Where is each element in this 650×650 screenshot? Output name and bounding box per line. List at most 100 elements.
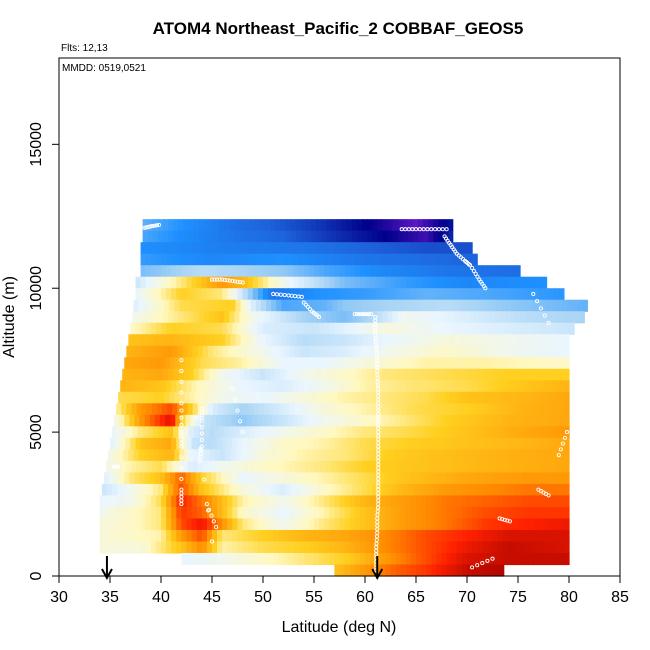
track-point: [271, 291, 276, 297]
heatmap-cell: [522, 414, 528, 427]
heatmap-cell: [347, 391, 354, 404]
heatmap-cell: [345, 460, 352, 473]
heatmap-cell: [366, 345, 372, 358]
heatmap-cell: [373, 299, 379, 312]
heatmap-cell: [393, 299, 400, 312]
heatmap-cells: [99, 219, 588, 577]
heatmap-cell: [378, 299, 384, 312]
heatmap-cell: [435, 414, 442, 427]
heatmap-cell: [347, 299, 354, 312]
heatmap-cell: [563, 552, 570, 566]
heatmap-cell: [344, 380, 351, 393]
heatmap-cell: [482, 506, 488, 520]
heatmap-cell: [166, 529, 172, 543]
heatmap-cell: [436, 253, 443, 266]
heatmap-cell: [527, 414, 533, 427]
heatmap-cell: [308, 529, 315, 543]
heatmap-cell: [242, 380, 249, 393]
heatmap-cell: [426, 529, 432, 543]
heatmap-cell: [325, 403, 331, 416]
heatmap-cell: [406, 403, 413, 416]
heatmap-cell: [421, 529, 427, 543]
heatmap-cell: [487, 288, 494, 301]
heatmap-cell: [329, 242, 335, 255]
heatmap-cell: [450, 357, 457, 370]
heatmap-cell: [501, 357, 508, 370]
heatmap-cell: [561, 334, 568, 347]
heatmap-cell: [538, 495, 545, 508]
heatmap-cell: [174, 391, 180, 404]
heatmap-cell: [158, 449, 165, 462]
heatmap-cell: [301, 391, 308, 404]
heatmap-cell: [542, 414, 549, 427]
heatmap-cell: [152, 483, 159, 497]
heatmap-cell: [273, 437, 279, 450]
heatmap-cell: [471, 357, 477, 370]
heatmap-cell: [181, 288, 188, 301]
heatmap-cell: [469, 483, 475, 497]
heatmap-cell: [564, 403, 570, 416]
heatmap-cell: [326, 368, 332, 381]
heatmap-cell: [475, 334, 481, 347]
heatmap-cell: [416, 437, 422, 450]
heatmap-cell: [307, 414, 314, 427]
heatmap-cell: [543, 518, 550, 531]
heatmap-cell: [319, 380, 325, 393]
heatmap-cell: [439, 299, 446, 312]
heatmap-cell: [272, 357, 278, 370]
heatmap-cell: [183, 311, 190, 324]
heatmap-cell: [398, 449, 405, 462]
heatmap-cell: [324, 518, 330, 531]
heatmap-cell: [257, 253, 264, 266]
heatmap-cell: [385, 288, 392, 301]
heatmap-cell: [332, 449, 339, 462]
heatmap-cell: [370, 495, 376, 508]
heatmap-cell: [474, 483, 480, 497]
heatmap-cell: [114, 414, 120, 427]
heatmap-cell: [485, 334, 492, 347]
heatmap-cell: [467, 288, 473, 301]
heatmap-cell: [380, 276, 386, 289]
heatmap-cell: [431, 506, 437, 520]
heatmap-cell: [206, 380, 213, 393]
heatmap-cell: [482, 564, 488, 577]
heatmap-cell: [482, 276, 488, 289]
heatmap-cell: [454, 391, 461, 404]
heatmap-cell: [487, 529, 494, 543]
heatmap-cell: [426, 552, 432, 566]
heatmap-cell: [542, 357, 549, 370]
latitude-arrow-head: [371, 568, 384, 581]
heatmap-cell: [397, 483, 404, 497]
heatmap-cell: [456, 495, 463, 508]
heatmap-cell: [380, 288, 386, 301]
heatmap-cell: [441, 495, 448, 508]
heatmap-cell: [132, 483, 139, 497]
heatmap-cell: [533, 506, 539, 520]
heatmap-cell: [448, 230, 454, 243]
heatmap-cell: [239, 483, 246, 497]
heatmap-cell: [188, 230, 195, 243]
heatmap-cell: [181, 518, 188, 531]
heatmap-cell: [308, 495, 315, 508]
heatmap-cell: [110, 529, 116, 543]
heatmap-cell: [424, 334, 430, 347]
heatmap-cell: [514, 368, 521, 381]
track-point: [358, 312, 363, 317]
heatmap-cell: [187, 345, 194, 358]
heatmap-cell: [279, 460, 286, 473]
heatmap-cell: [178, 219, 185, 232]
heatmap-cell: [181, 506, 188, 520]
heatmap-cell: [477, 322, 483, 335]
heatmap-cell: [321, 219, 327, 232]
heatmap-cell: [232, 265, 239, 278]
heatmap-cell: [497, 495, 504, 508]
heatmap-cell: [257, 506, 264, 520]
heatmap-cell: [254, 230, 261, 243]
heatmap-cell: [242, 437, 249, 450]
heatmap-cell: [494, 483, 501, 497]
track-point: [413, 227, 419, 232]
heatmap-cell: [212, 529, 218, 543]
heatmap-cell: [155, 495, 162, 508]
heatmap-cell: [553, 322, 560, 335]
heatmap-cell: [283, 541, 290, 554]
